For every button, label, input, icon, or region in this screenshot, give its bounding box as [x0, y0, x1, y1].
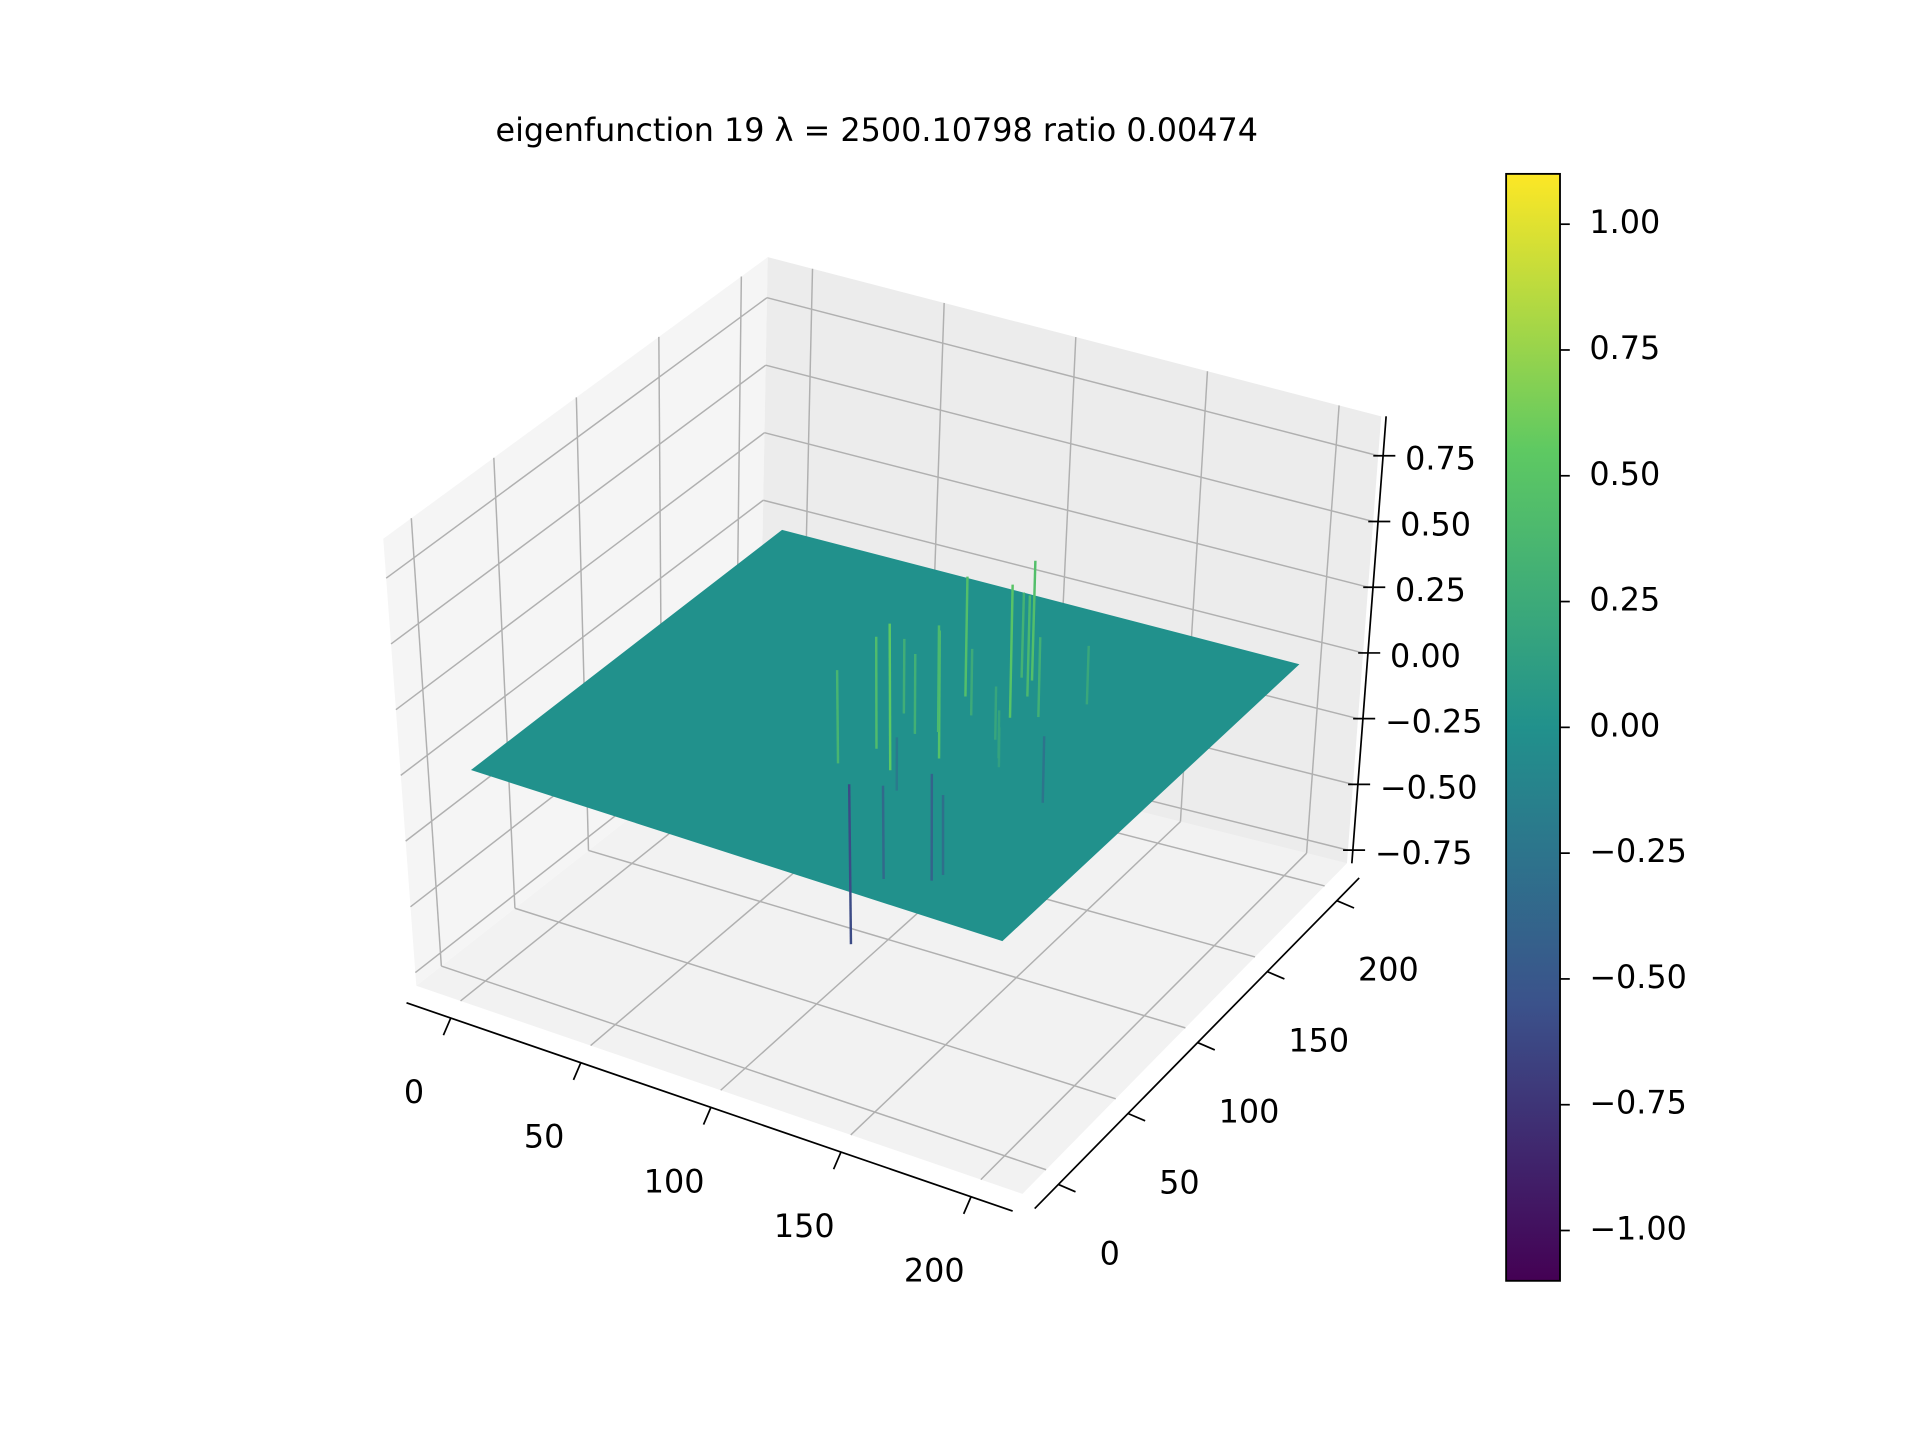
- surface-spike: [994, 686, 998, 740]
- y-tick: [1058, 1183, 1076, 1193]
- z-tick-label: −0.25: [1385, 703, 1483, 741]
- y-tick: [1266, 970, 1285, 980]
- left-pane: [383, 257, 768, 986]
- x-tick-label: 50: [524, 1118, 565, 1156]
- chart-title: eigenfunction 19 λ = 2500.10798 ratio 0.…: [495, 111, 1257, 149]
- y-tick-label: 150: [1288, 1022, 1349, 1060]
- surface: [470, 529, 1300, 942]
- colorbar-tick-label: −0.25: [1589, 832, 1687, 870]
- colorbar-tick-label: 0.75: [1589, 329, 1660, 367]
- x-tick: [962, 1196, 972, 1215]
- x-tick: [442, 1017, 452, 1036]
- grid-line: [764, 432, 1369, 588]
- grid-line: [1305, 405, 1340, 854]
- surface-spike: [936, 625, 941, 733]
- z-axis: [1350, 416, 1387, 864]
- x-tick-label: 100: [644, 1162, 705, 1200]
- x-tick: [832, 1151, 842, 1170]
- surface-spike: [881, 785, 885, 880]
- grid-line: [765, 364, 1374, 523]
- colorbar: [1505, 172, 1561, 1282]
- grid-line: [441, 965, 1047, 1171]
- surface-spike: [1030, 560, 1037, 681]
- y-tick: [1336, 899, 1355, 909]
- surface-spike: [969, 648, 974, 716]
- grid-line: [850, 821, 1181, 1136]
- colorbar-tick-label: 0.00: [1589, 706, 1660, 744]
- grid-line: [766, 296, 1379, 457]
- colorbar-tick-label: 1.00: [1589, 203, 1660, 241]
- grid-line: [400, 499, 764, 776]
- x-tick-label: 200: [904, 1252, 965, 1290]
- surface-spike: [997, 710, 1001, 759]
- grid-line: [395, 432, 765, 711]
- surface-spike: [1085, 645, 1090, 705]
- surface-spike: [847, 784, 853, 945]
- x-tick: [572, 1062, 582, 1081]
- surface-spike: [888, 623, 892, 771]
- z-tick-label: 0.25: [1395, 571, 1466, 609]
- y-axis: [1034, 877, 1360, 1210]
- grid-line: [763, 499, 1364, 654]
- grid-line: [493, 457, 516, 909]
- z-tick-label: 0.50: [1400, 505, 1471, 543]
- surface-spike: [964, 576, 969, 697]
- y-tick-label: 50: [1159, 1164, 1200, 1202]
- x-tick-label: 150: [774, 1207, 835, 1245]
- grid-line: [588, 849, 1186, 1029]
- y-tick-label: 200: [1358, 951, 1419, 989]
- grid-line: [980, 852, 1308, 1181]
- z-tick-label: 0.00: [1390, 637, 1461, 675]
- y-tick: [1197, 1041, 1216, 1051]
- colorbar-tick-label: 0.25: [1589, 581, 1660, 619]
- colorbar-tick-label: −0.50: [1589, 958, 1687, 996]
- y-tick-label: 0: [1100, 1234, 1120, 1272]
- colorbar-tick-label: −1.00: [1589, 1210, 1687, 1248]
- colorbar-tick-label: 0.50: [1589, 455, 1660, 493]
- colorbar-tick-label: −0.75: [1589, 1084, 1687, 1122]
- grid-line: [410, 518, 443, 967]
- surface-spike: [1041, 736, 1046, 803]
- x-tick-label: 0: [404, 1073, 424, 1111]
- z-tick-label: 0.75: [1405, 440, 1476, 478]
- grid-line: [514, 907, 1116, 1100]
- grid-line: [385, 297, 768, 579]
- grid-line: [390, 364, 767, 645]
- surface-spike: [1037, 637, 1042, 718]
- x-tick: [702, 1107, 712, 1125]
- surface-spike: [1026, 595, 1032, 697]
- z-tick-label: −0.75: [1375, 834, 1473, 872]
- x-axis: [406, 1002, 1013, 1212]
- z-tick-label: −0.50: [1380, 768, 1478, 806]
- y-tick-label: 100: [1219, 1093, 1280, 1131]
- surface-spike: [835, 670, 840, 764]
- surface-spike: [1020, 592, 1026, 678]
- y-tick: [1127, 1112, 1146, 1122]
- surface-spike: [1008, 584, 1014, 718]
